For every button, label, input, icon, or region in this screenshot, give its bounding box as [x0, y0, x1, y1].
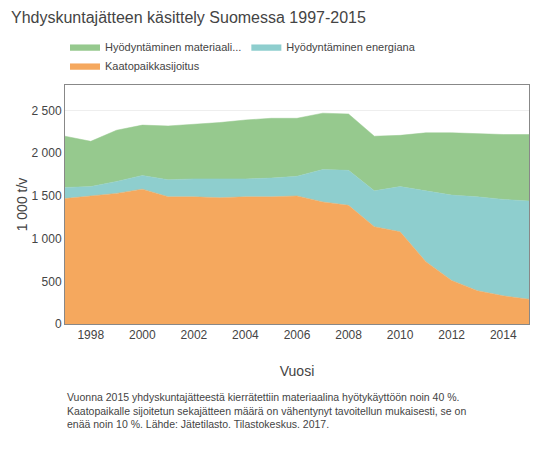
svg-text:2004: 2004: [232, 328, 259, 342]
svg-text:2 500: 2 500: [32, 104, 62, 118]
svg-text:2000: 2000: [129, 328, 156, 342]
svg-text:0: 0: [55, 317, 62, 331]
svg-text:Vuonna 2015 yhdyskuntajätteest: Vuonna 2015 yhdyskuntajätteestä kierräte…: [67, 391, 466, 430]
svg-text:500: 500: [42, 275, 62, 289]
svg-text:1 000 t/v: 1 000 t/v: [14, 178, 30, 232]
svg-text:Vuosi: Vuosi: [280, 363, 315, 379]
svg-text:1 500: 1 500: [32, 189, 62, 203]
svg-text:1998: 1998: [77, 328, 104, 342]
svg-text:2012: 2012: [438, 328, 465, 342]
svg-text:Hyödyntäminen energiana: Hyödyntäminen energiana: [286, 41, 415, 53]
svg-text:2014: 2014: [490, 328, 517, 342]
svg-text:Hyödyntäminen materiaali...: Hyödyntäminen materiaali...: [105, 41, 241, 53]
svg-text:Kaatopaikkasijoitus: Kaatopaikkasijoitus: [105, 60, 200, 72]
svg-text:2002: 2002: [181, 328, 208, 342]
svg-text:2008: 2008: [335, 328, 362, 342]
svg-text:2006: 2006: [284, 328, 311, 342]
svg-text:Yhdyskuntajätteen käsittely Su: Yhdyskuntajätteen käsittely Suomessa 199…: [11, 9, 366, 26]
svg-text:2010: 2010: [387, 328, 414, 342]
svg-text:1 000: 1 000: [32, 232, 62, 246]
svg-text:2 000: 2 000: [32, 146, 62, 160]
